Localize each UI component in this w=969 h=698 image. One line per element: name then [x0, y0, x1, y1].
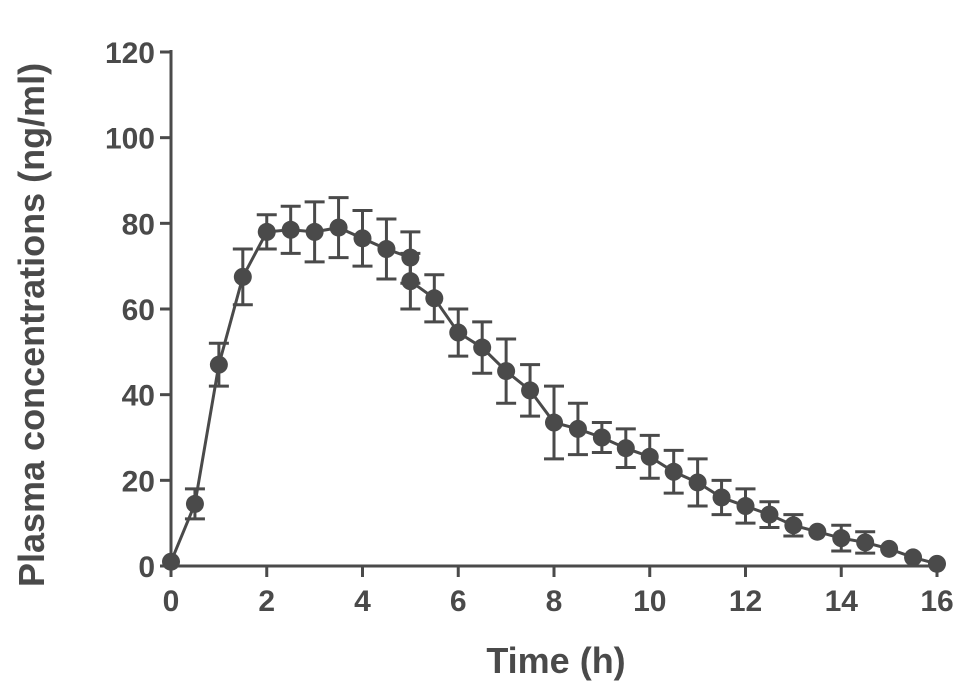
y-axis-ticks: 0 20 40 60 80 100 120	[105, 37, 171, 584]
data-point	[233, 267, 252, 286]
y-axis-title: Plasma concentrations (ng/ml)	[11, 63, 52, 587]
y-tick-label: 60	[122, 294, 155, 327]
data-point	[353, 229, 372, 248]
data-point	[832, 529, 851, 548]
x-tick-label: 2	[258, 585, 275, 618]
data-point	[616, 439, 635, 458]
x-tick-label: 6	[450, 585, 467, 618]
data-point	[664, 462, 683, 481]
data-point	[401, 272, 420, 291]
data-point	[808, 522, 827, 541]
x-tick-label: 8	[546, 585, 563, 618]
data-point	[401, 248, 420, 267]
data-point	[473, 338, 492, 357]
data-point	[185, 494, 204, 513]
data-point	[305, 222, 324, 241]
y-tick-label: 40	[122, 380, 155, 413]
data-point	[712, 488, 731, 507]
data-point	[545, 413, 563, 432]
y-tick-label: 100	[105, 123, 155, 156]
x-tick-label: 16	[920, 585, 953, 618]
data-point	[736, 497, 755, 516]
y-tick-label: 20	[122, 465, 155, 498]
series-line	[169, 226, 938, 566]
data-point	[329, 218, 348, 237]
y-tick-label: 0	[138, 551, 155, 584]
data-point	[425, 289, 444, 308]
x-tick-label: 12	[729, 585, 762, 618]
data-point	[784, 516, 803, 535]
y-tick-label: 80	[122, 208, 155, 241]
data-point	[497, 362, 516, 381]
y-tick-label: 120	[105, 37, 155, 70]
x-tick-label: 4	[354, 585, 371, 618]
data-point	[880, 539, 899, 558]
plot-area	[162, 196, 946, 573]
data-point	[449, 323, 468, 342]
x-tick-label: 14	[825, 585, 859, 618]
data-point	[856, 533, 875, 552]
data-point	[688, 473, 707, 492]
data-point	[162, 552, 180, 571]
data-point	[377, 240, 396, 259]
axes	[169, 50, 939, 568]
data-point	[521, 381, 540, 400]
data-point	[760, 505, 779, 524]
data-point	[209, 355, 228, 374]
data-point	[257, 222, 276, 241]
x-axis-title: Time (h)	[486, 640, 625, 681]
data-point	[640, 447, 659, 466]
data-point	[568, 419, 587, 438]
x-tick-label: 10	[633, 585, 666, 618]
data-point	[904, 548, 923, 567]
x-tick-label: 0	[163, 585, 180, 618]
data-point	[928, 554, 946, 573]
x-axis-ticks: 0 2 4 6 8 10 12 14 16	[163, 566, 954, 618]
data-point	[592, 428, 611, 447]
data-point	[281, 220, 300, 239]
